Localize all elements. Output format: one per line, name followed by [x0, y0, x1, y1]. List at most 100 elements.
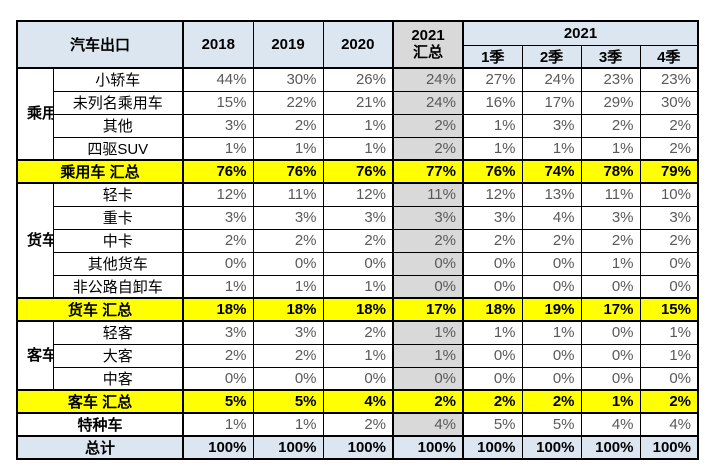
- cell-value: 5%: [462, 412, 523, 437]
- cell-value: 1%: [639, 343, 699, 368]
- cell-value: 3%: [252, 320, 324, 345]
- cell-value: 12%: [182, 182, 254, 207]
- cell-value: 2%: [392, 389, 464, 414]
- col-header-q2: 2季: [521, 44, 582, 69]
- group-label-bus: 客车: [16, 320, 54, 391]
- cell-value: 0%: [580, 366, 641, 391]
- summary-row-passenger: 乘用车 汇总 76% 76% 76% 77% 76% 74% 78% 79%: [16, 159, 699, 184]
- cell-value: 2%: [392, 113, 464, 138]
- cell-value: 4%: [521, 205, 582, 230]
- col-header-q4: 4季: [639, 44, 699, 69]
- cell-value: 0%: [521, 343, 582, 368]
- col-header-2019: 2019: [252, 20, 324, 69]
- cell-value: 27%: [462, 67, 523, 92]
- cell-value: 0%: [462, 343, 523, 368]
- cell-value: 100%: [580, 435, 641, 460]
- cell-value: 0%: [462, 366, 523, 391]
- cell-value: 0%: [182, 366, 254, 391]
- cell-value: 11%: [392, 182, 464, 207]
- table-row: 重卡 3% 3% 3% 3% 3% 4% 3% 3%: [17, 205, 699, 230]
- cell-value: 19%: [521, 297, 582, 322]
- cell-value: 1%: [639, 320, 699, 345]
- group-label-truck: 货车: [16, 182, 54, 299]
- cell-value: 3%: [462, 205, 523, 230]
- cell-value: 1%: [182, 136, 254, 161]
- table-row: 货车 轻卡 12% 11% 12% 11% 12% 13% 11% 10%: [16, 182, 699, 299]
- row-label: 大客: [52, 343, 184, 368]
- cell-value: 22%: [252, 90, 324, 115]
- cell-value: 24%: [392, 90, 464, 115]
- cell-value: 1%: [462, 136, 523, 161]
- table-row: 大客 2% 2% 1% 1% 0% 0% 0% 1%: [17, 343, 699, 368]
- cell-value: 100%: [252, 435, 324, 460]
- summary-label: 乘用车 汇总: [16, 159, 184, 184]
- row-label: 其他货车: [52, 251, 184, 276]
- cell-value: 0%: [639, 251, 699, 276]
- cell-value: 3%: [392, 205, 464, 230]
- col-header-2021-total: 2021 汇总: [392, 20, 464, 69]
- cell-value: 2%: [521, 228, 582, 253]
- cell-value: 2%: [639, 136, 699, 161]
- cell-value: 74%: [521, 159, 582, 184]
- table-title: 汽车出口: [16, 20, 184, 69]
- col-header-2020: 2020: [322, 20, 394, 69]
- summary-row-bus: 客车 汇总 5% 5% 4% 2% 2% 2% 1% 2%: [16, 389, 699, 414]
- table-row: 四驱SUV 1% 1% 1% 2% 1% 1% 1% 2%: [17, 136, 699, 161]
- row-label: 未列名乘用车: [52, 90, 184, 115]
- cell-value: 76%: [462, 159, 523, 184]
- cell-value: 11%: [580, 182, 641, 207]
- col-header-q1: 1季: [462, 44, 523, 69]
- cell-value: 0%: [392, 366, 464, 391]
- cell-value: 44%: [182, 67, 254, 92]
- cell-value: 5%: [252, 389, 324, 414]
- cell-value: 77%: [392, 159, 464, 184]
- cell-value: 76%: [182, 159, 254, 184]
- cell-value: 2%: [639, 228, 699, 253]
- table-row: 其他 3% 2% 1% 2% 1% 3% 2% 2%: [17, 113, 699, 138]
- cell-value: 2%: [322, 228, 394, 253]
- cell-value: 0%: [580, 343, 641, 368]
- table-row: 客车 轻客 3% 3% 2% 1% 1% 1% 0% 1%: [16, 320, 699, 391]
- total-row: 总计 100% 100% 100% 100% 100% 100% 100% 10…: [16, 435, 699, 460]
- cell-value: 4%: [392, 412, 464, 437]
- row-label: 轻客: [52, 320, 184, 345]
- cell-value: 12%: [462, 182, 523, 207]
- cell-value: 30%: [639, 90, 699, 115]
- cell-value: 78%: [580, 159, 641, 184]
- cell-value: 2%: [580, 228, 641, 253]
- cell-value: 0%: [521, 274, 582, 299]
- cell-value: 0%: [521, 366, 582, 391]
- cell-value: 1%: [392, 343, 464, 368]
- cell-value: 16%: [462, 90, 523, 115]
- summary-label: 客车 汇总: [16, 389, 184, 414]
- col-group-header-2021: 2021: [462, 20, 699, 46]
- cell-value: 30%: [252, 67, 324, 92]
- cell-value: 29%: [580, 90, 641, 115]
- cell-value: 1%: [580, 389, 641, 414]
- sum-header-line2: 汇总: [412, 43, 443, 61]
- cell-value: 0%: [392, 251, 464, 276]
- row-label: 轻卡: [52, 182, 184, 207]
- cell-value: 23%: [580, 67, 641, 92]
- cell-value: 0%: [521, 251, 582, 276]
- cell-value: 1%: [521, 320, 582, 345]
- cell-value: 4%: [580, 412, 641, 437]
- cell-value: 1%: [322, 113, 394, 138]
- special-vehicle-row: 特种车 1% 1% 2% 4% 5% 5% 4% 4%: [16, 412, 699, 437]
- cell-value: 0%: [580, 274, 641, 299]
- cell-value: 17%: [521, 90, 582, 115]
- cell-value: 1%: [252, 412, 324, 437]
- cell-value: 18%: [462, 297, 523, 322]
- cell-value: 4%: [639, 412, 699, 437]
- cell-value: 3%: [580, 205, 641, 230]
- cell-value: 3%: [252, 205, 324, 230]
- group-label-passenger: 乘用车: [16, 67, 54, 161]
- cell-value: 24%: [521, 67, 582, 92]
- cell-value: 100%: [639, 435, 699, 460]
- cell-value: 100%: [182, 435, 254, 460]
- cell-value: 1%: [392, 320, 464, 345]
- cell-value: 1%: [462, 113, 523, 138]
- cell-value: 0%: [182, 251, 254, 276]
- row-label: 特种车: [16, 412, 184, 437]
- table-row: 其他货车 0% 0% 0% 0% 0% 0% 1% 0%: [17, 251, 699, 276]
